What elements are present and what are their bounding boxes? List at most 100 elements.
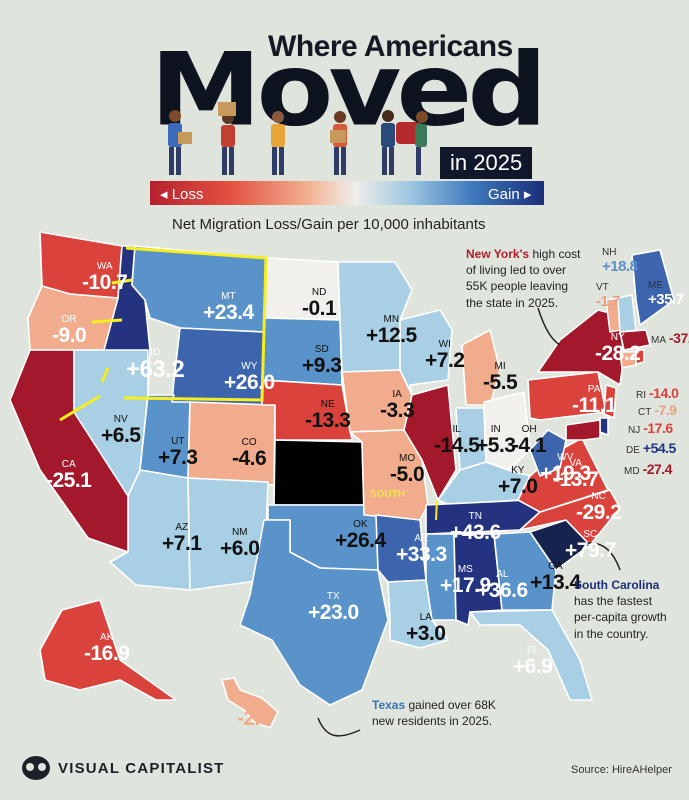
state-abbr: CA — [61, 459, 76, 470]
state-value: +5.3 — [476, 434, 516, 457]
title-year: in 2025 — [440, 147, 533, 179]
state-label-sd: SD +9.3 — [302, 345, 342, 377]
state-label-ga: GA +13.4 — [530, 562, 581, 594]
state-label-wa: WA -10.7 — [82, 262, 128, 294]
movers-illustration — [168, 102, 428, 175]
state-value: -11.1 — [572, 394, 617, 417]
state-value: -5.0 — [390, 463, 425, 486]
state-shape-de — [599, 417, 609, 436]
state-label-ne: NE -13.3 — [305, 400, 351, 432]
state-abbr: IN — [490, 424, 501, 435]
state-label-id: ID +63.2 — [126, 348, 185, 383]
state-label-wy: WY +26.0 — [224, 362, 275, 394]
state-abbr: KY — [511, 465, 525, 476]
state-value: +26.4 — [335, 529, 386, 552]
state-label-mi: MI -5.5 — [483, 362, 518, 394]
state-value: +63.2 — [126, 356, 185, 383]
state-label-mo: MO -5.0 — [390, 454, 425, 486]
state-abbr: IA — [392, 389, 402, 400]
state-label-md: MD -27.4 — [624, 461, 672, 477]
state-shape-nh — [617, 294, 637, 333]
tx-annotation-text: gained over 68K new residents in 2025. — [372, 698, 496, 729]
state-value: +35.7 — [648, 291, 684, 308]
state-label-ok: OK +26.4 — [335, 519, 386, 552]
state-abbr: NM — [231, 527, 248, 538]
state-value: +6.9 — [513, 655, 553, 678]
state-value: -14.5 — [434, 434, 480, 457]
state-value: +7.0 — [498, 475, 538, 498]
state-abbr: FL — [526, 645, 539, 656]
state-abbr: NJ — [628, 425, 641, 436]
state-abbr: CT — [638, 407, 652, 418]
state-abbr: WI — [438, 339, 451, 350]
sc-annotation-text: has the fastest per-capita growth in the… — [574, 594, 667, 641]
state-abbr: NY — [610, 332, 625, 343]
state-abbr: AZ — [175, 522, 189, 533]
state-value: -13.7 — [553, 468, 599, 491]
state-label-tx: TX +23.0 — [308, 592, 359, 624]
state-value: +36.6 — [477, 579, 528, 602]
state-shape-mi — [461, 329, 501, 406]
south-arrow — [435, 499, 438, 521]
state-label-sc: SC +79.7 — [565, 530, 616, 562]
sc-callout-arrow — [581, 542, 621, 571]
legend-loss-label: ◂ Loss — [160, 186, 204, 203]
state-abbr: NH — [602, 247, 617, 258]
state-shape-ga — [493, 531, 557, 611]
state-shape-me — [631, 249, 675, 326]
state-shape-nj — [603, 384, 617, 419]
state-abbr: WV — [557, 452, 574, 463]
state-abbr: OK — [353, 519, 368, 530]
state-value: -10.7 — [82, 271, 128, 294]
state-abbr: CO — [241, 437, 257, 448]
state-abbr: OR — [61, 314, 77, 325]
state-value: +3.0 — [406, 622, 446, 645]
state-value: +7.2 — [425, 349, 465, 372]
state-value: +9.3 — [302, 354, 342, 377]
state-abbr: IL — [452, 424, 461, 435]
state-value: -5.5 — [483, 371, 518, 394]
state-value: +6.0 — [220, 537, 260, 560]
south-annotation: SOUTH — [370, 489, 405, 500]
state-abbr: AK — [100, 632, 114, 643]
ny-callout-arrow — [537, 307, 561, 346]
state-label-mt: MT +23.4 — [203, 292, 254, 324]
state-abbr: HI — [249, 697, 260, 708]
state-shape-ak — [39, 599, 177, 701]
state-label-az: AZ +7.1 — [162, 522, 202, 555]
state-label-mn: MN +12.5 — [366, 315, 417, 347]
state-value: +26.0 — [224, 371, 275, 394]
state-value: +7.1 — [162, 532, 202, 555]
state-label-fl: FL +6.9 — [513, 645, 553, 678]
title-line-1: Where Americans — [268, 30, 513, 63]
state-value: +12.5 — [366, 324, 417, 347]
state-label-ky: KY +7.0 — [498, 465, 538, 498]
state-shape-fl — [469, 609, 593, 701]
state-label-ut: UT +7.3 — [158, 437, 198, 469]
state-shape-wi — [399, 309, 453, 396]
state-value: +54.5 — [642, 440, 676, 456]
state-label-or: OR -9.0 — [52, 314, 87, 347]
state-label-oh: OH -4.1 — [512, 425, 547, 457]
state-shape-hi — [221, 677, 279, 729]
state-shape-md — [565, 419, 601, 441]
ny-annotation-text: high cost of living led to over 55K peop… — [466, 247, 581, 310]
state-label-nd: ND -0.1 — [302, 288, 337, 320]
state-shape-ct — [619, 351, 637, 369]
title-main: Moved — [150, 31, 548, 149]
state-abbr: TN — [468, 511, 482, 522]
state-value: -25.1 — [46, 469, 92, 492]
state-value: -0.1 — [302, 297, 337, 320]
state-label-ny: NY -28.2 — [595, 332, 641, 365]
state-value: -7.9 — [654, 402, 677, 418]
annotation-highlight-box — [59, 246, 268, 422]
sc-annotation-bold: South Carolina — [574, 578, 660, 592]
state-abbr: RI — [636, 390, 646, 401]
state-value: +19.3 — [540, 462, 591, 485]
state-value: -37.9 — [669, 330, 689, 346]
state-abbr: VT — [596, 282, 609, 293]
state-label-wv: WV +19.3 — [540, 452, 591, 485]
state-abbr: LA — [419, 612, 432, 623]
state-label-de: DE +54.5 — [626, 440, 676, 456]
state-shape-ma — [619, 329, 651, 351]
